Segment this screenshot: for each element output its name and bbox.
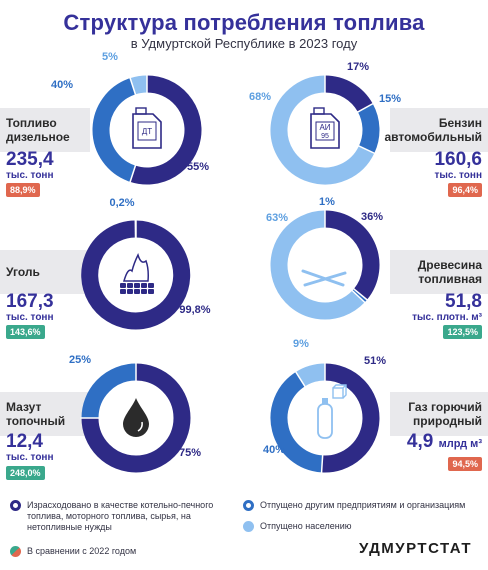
slice-separator: [351, 289, 366, 304]
slice-label-gasoline-mid: 15%: [379, 93, 401, 105]
donut-slice-gasoline-light: [270, 75, 375, 185]
legend-swatch-mid: [243, 500, 254, 511]
band-gasoline: [390, 108, 488, 152]
canister-dt-icon: ДТ: [132, 107, 162, 149]
comparison-badge-diesel: 88,9%: [6, 183, 40, 197]
slice-separator: [129, 76, 137, 96]
band-fueloil: [0, 392, 90, 436]
legend-label-dark: Израсходовано в качестве котельно-печног…: [27, 500, 214, 532]
slice-label-diesel-light: 5%: [102, 51, 118, 63]
legend-swatch-comparison: [10, 546, 21, 557]
slice-separator: [294, 370, 307, 388]
donut-slice-wood-dark: [324, 210, 380, 300]
fuel-name-fueloil: Мазут топочный: [6, 400, 66, 428]
donut-slice-diesel-light: [130, 75, 148, 95]
legend-label-comparison: В сравнении с 2022 годом: [27, 546, 137, 556]
fuel-unit-coal: тыс. тонн: [6, 312, 54, 323]
legend-label-mid: Отпущено другим предприятиям и организац…: [260, 500, 466, 510]
comparison-badge-gasoline: 96,4%: [448, 183, 482, 197]
slice-label-diesel-dark: 55%: [187, 161, 209, 173]
fuel-unit-wood: тыс. плотн. м³: [412, 312, 482, 323]
slice-separator: [320, 454, 324, 474]
gas-cylinder-icon: [317, 384, 347, 439]
oil-drop-icon: [123, 398, 149, 437]
band-diesel: [0, 108, 90, 152]
slice-label-gas-mid: 40%: [263, 444, 285, 456]
donut-slice-fueloil-mid: [81, 363, 137, 419]
brand-logo: УДМУРТСТАТ: [359, 540, 472, 557]
slice-label-gas-light: 9%: [293, 338, 309, 350]
icon-label: АИ: [319, 123, 330, 132]
donut-slice-gasoline-mid: [357, 103, 380, 154]
donut-coal: 99,8% 0,2%: [81, 197, 211, 330]
comparison-badge-fueloil: 248,0%: [6, 466, 45, 480]
coal-bag-icon: [116, 250, 156, 300]
fuel-value-gas: 4,9 млрд м³: [407, 432, 482, 454]
slice-label-coal-mid: 0,2%: [109, 197, 134, 209]
fuel-value-coal: 167,3: [6, 291, 54, 312]
donut-slice-fueloil-dark: [81, 363, 191, 473]
fuel-name-wood: Древесина топливная: [417, 258, 482, 286]
fuel-value-fueloil: 12,4: [6, 431, 43, 452]
page-title: Структура потребления топлива: [63, 10, 425, 35]
fuel-value-gasoline: 160,6: [434, 149, 482, 170]
fuel-name-gas: Газ горючий природный: [408, 400, 482, 428]
donut-slice-coal-dark: [81, 220, 191, 330]
fuel-unit-fueloil: тыс. тонн: [6, 452, 54, 463]
slice-label-wood-dark: 36%: [361, 211, 383, 223]
comparison-badge-wood: 123,5%: [443, 325, 482, 339]
donut-slice-gas-dark: [321, 363, 380, 473]
fuel-unit-gas: млрд м³: [438, 438, 482, 450]
slice-label-gasoline-dark: 17%: [347, 61, 369, 73]
donut-slice-gas-light: [295, 363, 326, 387]
slice-separator: [357, 144, 376, 155]
fuel-name-diesel: Топливо дизельное: [6, 116, 70, 144]
slice-separator: [352, 287, 369, 301]
fuel-name-coal: Уголь: [6, 265, 40, 279]
comparison-badge-coal: 143,6%: [6, 325, 45, 339]
donut-slice-wood-light: [270, 210, 365, 320]
fuel-unit-gasoline: тыс. тонн: [434, 170, 482, 181]
donut-slice-gasoline-dark: [324, 75, 373, 113]
slice-label-fueloil-mid: 25%: [69, 354, 91, 366]
comparison-badge-gas: 94,5%: [448, 457, 482, 471]
slice-label-wood-light: 63%: [266, 212, 288, 224]
donut-slice-diesel-dark: [130, 75, 202, 185]
donut-fueloil: 75% 25%: [69, 354, 201, 473]
fuel-unit-diesel: тыс. тонн: [6, 170, 54, 181]
slice-label-wood-mid: 1%: [319, 196, 335, 208]
donut-wood: 36% 1% 63%: [266, 196, 383, 320]
slice-label-fueloil-dark: 75%: [179, 447, 201, 459]
fuel-name-gasoline: Бензин автомобильный: [384, 116, 483, 144]
donut-slice-diesel-mid: [92, 78, 136, 182]
legend-swatch-light: [243, 521, 254, 532]
firewood-icon: [300, 236, 348, 288]
slice-label-diesel-mid: 40%: [51, 79, 73, 91]
legend-swatch-dark: [10, 500, 21, 511]
donut-slice-gas-mid: [270, 371, 324, 473]
slice-label-gasoline-light: 68%: [249, 91, 271, 103]
band-coal: [0, 250, 90, 294]
donut-diesel: 55% 40% 5% ДТ: [51, 51, 209, 185]
slice-label-coal-dark: 99,8%: [179, 304, 210, 316]
fuel-value-gas-number: 4,9: [406, 431, 434, 452]
legend-label-light: Отпущено населению: [260, 521, 352, 531]
fuel-value-diesel: 235,4: [6, 149, 54, 170]
icon-label: 95: [321, 133, 329, 140]
slice-separator: [129, 164, 137, 184]
fuel-value-wood: 51,8: [445, 291, 482, 312]
slice-separator: [356, 102, 374, 114]
slice-label-gas-dark: 51%: [364, 355, 386, 367]
donut-gas: 51% 40% 9%: [263, 338, 386, 474]
icon-label: ДТ: [142, 127, 152, 136]
band-gas: [390, 392, 488, 436]
band-wood: [390, 250, 488, 294]
page-subtitle: в Удмуртской Республике в 2023 году: [130, 36, 358, 51]
